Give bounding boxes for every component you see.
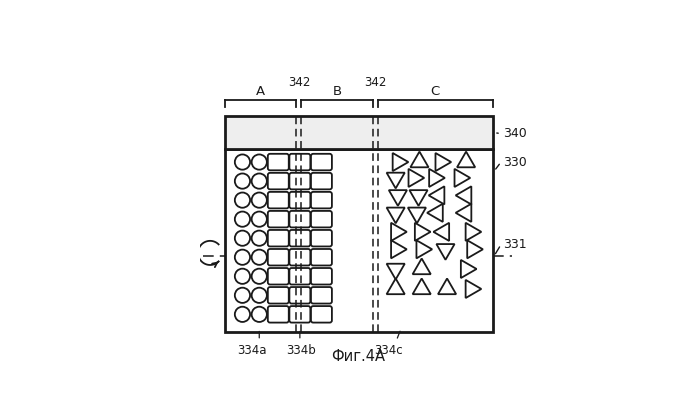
FancyBboxPatch shape	[289, 154, 310, 170]
FancyBboxPatch shape	[268, 211, 289, 227]
Text: 334b: 334b	[287, 344, 316, 357]
Text: 334c: 334c	[374, 344, 403, 357]
Text: 331: 331	[503, 238, 526, 251]
FancyBboxPatch shape	[289, 306, 310, 323]
FancyBboxPatch shape	[311, 287, 332, 304]
Text: A: A	[256, 84, 265, 98]
FancyBboxPatch shape	[311, 230, 332, 246]
FancyBboxPatch shape	[311, 211, 332, 227]
FancyBboxPatch shape	[311, 173, 332, 190]
Text: 330: 330	[503, 156, 526, 169]
FancyBboxPatch shape	[268, 268, 289, 285]
Bar	[225, 116, 493, 150]
FancyBboxPatch shape	[289, 287, 310, 304]
FancyBboxPatch shape	[289, 268, 310, 285]
FancyBboxPatch shape	[268, 192, 289, 208]
Text: 340: 340	[503, 127, 526, 140]
FancyBboxPatch shape	[311, 192, 332, 208]
FancyBboxPatch shape	[311, 249, 332, 265]
FancyBboxPatch shape	[311, 306, 332, 323]
FancyBboxPatch shape	[311, 154, 332, 170]
Text: B: B	[333, 84, 342, 98]
FancyBboxPatch shape	[289, 230, 310, 246]
FancyBboxPatch shape	[311, 268, 332, 285]
Text: Фиг.4А: Фиг.4А	[331, 349, 385, 363]
FancyBboxPatch shape	[268, 173, 289, 190]
FancyBboxPatch shape	[289, 211, 310, 227]
FancyBboxPatch shape	[268, 154, 289, 170]
Text: 334a: 334a	[237, 344, 267, 357]
FancyBboxPatch shape	[268, 287, 289, 304]
Text: 342: 342	[364, 76, 387, 89]
FancyBboxPatch shape	[268, 306, 289, 323]
FancyBboxPatch shape	[289, 249, 310, 265]
FancyBboxPatch shape	[289, 192, 310, 208]
FancyBboxPatch shape	[268, 230, 289, 246]
Bar	[225, 150, 493, 332]
FancyBboxPatch shape	[289, 173, 310, 190]
Text: C: C	[431, 84, 440, 98]
Text: 342: 342	[288, 76, 310, 89]
FancyBboxPatch shape	[268, 249, 289, 265]
